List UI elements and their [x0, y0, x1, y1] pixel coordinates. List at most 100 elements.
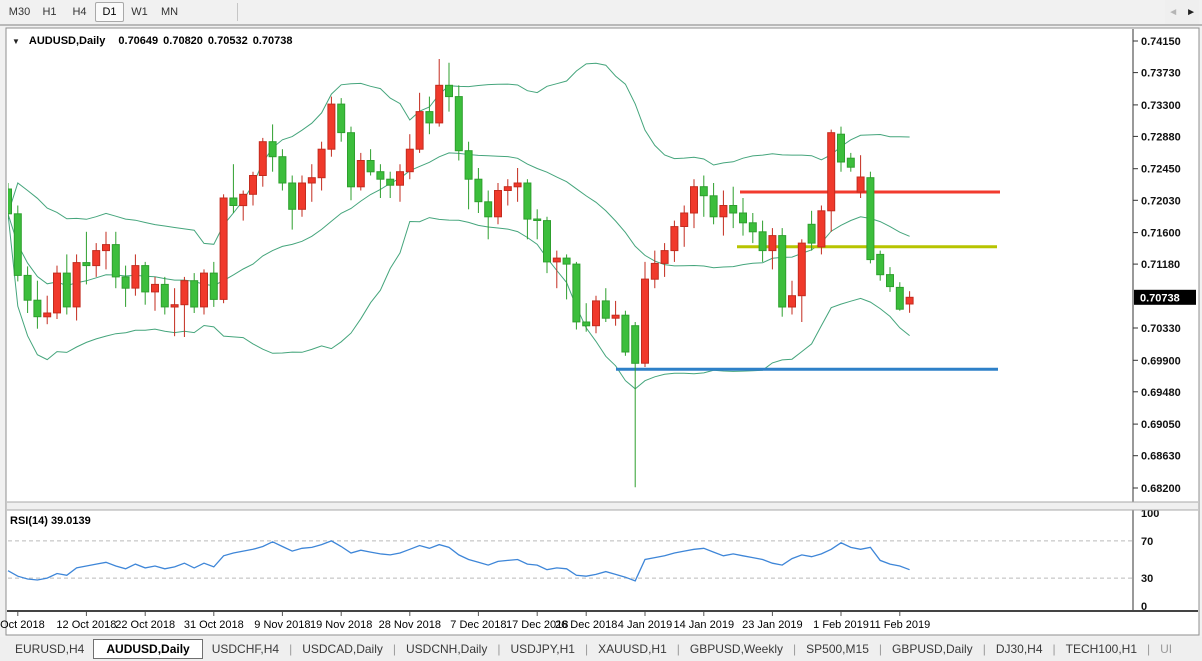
candle-body	[200, 272, 208, 308]
candle-body	[43, 312, 52, 318]
candle-body	[670, 226, 679, 252]
chart-client-area	[5, 27, 1200, 636]
price-axis-label: 0.71180	[1141, 259, 1180, 271]
chart-tab-gbpusd-weekly[interactable]: GBPUSD,Weekly	[689, 642, 784, 656]
timeframe-button-h4[interactable]: H4	[72, 6, 87, 18]
candle-body	[298, 182, 306, 210]
price-chart: 0.74150 0.73730 0.73300 0.72880 0.72450 0.720…	[0, 27, 1200, 636]
candle-body	[572, 263, 581, 323]
candle-body	[337, 103, 346, 134]
chart-title: ▼ AUDUSD,Daily 0.70649 0.70820 0.70532 0.707…	[12, 35, 292, 47]
candle-body	[474, 178, 483, 203]
candle-body	[484, 201, 493, 218]
chart-tab-usdjpy-h1[interactable]: USDJPY,H1	[510, 642, 575, 656]
tab-scroll-right-icon[interactable]: ►	[1186, 6, 1196, 18]
candle-body	[356, 160, 365, 188]
candle-body	[837, 133, 845, 163]
candle-body	[788, 295, 796, 308]
candle-body	[748, 222, 757, 233]
chart-tab-tech100-h1[interactable]: TECH100,H1	[1065, 642, 1137, 656]
tab-separator: |	[392, 642, 396, 656]
candle-body	[62, 272, 71, 308]
chart-window: 0.74150 0.73730 0.73300 0.72880 0.72450 0.720…	[0, 27, 1202, 637]
candle-body	[533, 218, 542, 221]
price-axis-label: 0.74150	[1141, 36, 1181, 48]
candle-body	[249, 175, 257, 195]
candle-body	[729, 205, 738, 214]
chart-tab-usdcad-daily[interactable]: USDCAD,Daily	[302, 642, 383, 656]
candle-body	[494, 190, 502, 218]
tab-separator: |	[289, 642, 293, 656]
ohlc-high: 0.70820	[163, 35, 203, 47]
candle-body	[739, 212, 747, 224]
candle-body	[886, 274, 894, 288]
candle-body	[435, 84, 444, 124]
timeframe-button-d1[interactable]: D1	[95, 2, 124, 22]
candle-body	[160, 283, 169, 308]
ohlc-open: 0.70649	[118, 35, 159, 47]
timeframe-button-mn[interactable]: MN	[160, 6, 179, 18]
candle-body	[415, 111, 424, 150]
candle-body	[347, 132, 355, 188]
rsi-value: 39.0139	[50, 515, 91, 527]
candle-body	[327, 103, 336, 150]
candle-body	[797, 242, 806, 297]
candle-body	[650, 262, 659, 280]
chart-tab-usdchf-h4[interactable]: USDCHF,H4	[211, 642, 280, 656]
symbol-dropdown-icon[interactable]: ▼	[12, 36, 20, 46]
tab-separator: |	[793, 642, 797, 656]
candle-body	[396, 171, 404, 186]
timeframe-button-m30[interactable]: M30	[8, 6, 31, 18]
chart-tab-ui[interactable]: UI	[1160, 642, 1173, 656]
chart-tab-sp500-m15[interactable]: SP500,M15	[806, 642, 869, 656]
timeframe-button-h1[interactable]: H1	[42, 6, 57, 18]
candle-body	[758, 231, 767, 252]
tab-scroll-left-icon[interactable]: ◄	[1168, 6, 1179, 18]
candle-body	[219, 197, 228, 300]
tab-scroll-buttons: ◄ ►	[1165, 0, 1199, 24]
chart-tab-usdcnh-daily[interactable]: USDCNH,Daily	[406, 642, 488, 656]
date-axis-label: 26 Dec 2018	[555, 619, 617, 631]
candle-body	[121, 276, 130, 289]
main-plot-area	[8, 59, 1000, 488]
date-axis-label: 9 Nov 2018	[254, 619, 310, 631]
candle-body	[33, 299, 42, 318]
tab-separator: |	[982, 642, 986, 656]
candle-body	[856, 176, 865, 193]
candle-body	[180, 280, 189, 306]
candle-body	[562, 257, 571, 265]
timeframe-button-w1[interactable]: W1	[131, 6, 148, 18]
candle-body	[611, 314, 620, 319]
rsi-indicator-label: RSI(14) 39.0139	[10, 515, 91, 527]
date-axis-label: 31 Oct 2018	[184, 619, 244, 631]
chart-tab-audusd-daily[interactable]: AUDUSD,Daily	[93, 639, 203, 659]
candle-body	[641, 278, 649, 364]
date-axis-label: 11 Feb 2019	[869, 619, 930, 631]
candle-body	[699, 186, 708, 197]
candle-body	[631, 325, 640, 364]
chart-tab-gbpusd-daily[interactable]: GBPUSD,Daily	[892, 642, 973, 656]
candle-body	[513, 182, 522, 188]
chart-tab-dj30-h4[interactable]: DJ30,H4	[995, 642, 1043, 656]
candle-body	[8, 188, 12, 215]
candle-body	[866, 177, 875, 261]
price-axis-label: 0.73730	[1141, 68, 1181, 80]
chart-symbol-label: AUDUSD,Daily	[28, 35, 106, 47]
candle-body	[288, 182, 297, 210]
price-axis-label: 0.72030	[1141, 195, 1181, 207]
candle-body	[278, 156, 287, 184]
chart-tab-xauusd-h1[interactable]: XAUUSD,H1	[598, 642, 667, 656]
chart-tab-eurusd-h4[interactable]: EURUSD,H4	[15, 642, 85, 656]
candle-body	[23, 274, 32, 301]
rsi-scale-label: 70	[1141, 536, 1153, 548]
candle-body	[582, 321, 591, 327]
tab-separator: |	[1147, 642, 1151, 656]
price-axis-label: 0.72450	[1141, 164, 1181, 176]
candle-body	[376, 171, 385, 180]
tab-separator: |	[584, 642, 589, 656]
ohlc-low: 0.70532	[207, 35, 248, 47]
panel-splitter[interactable]	[7, 502, 1198, 510]
rsi-scale-label: 30	[1141, 573, 1153, 585]
candle-body	[72, 262, 81, 308]
rsi-line	[7, 540, 910, 582]
